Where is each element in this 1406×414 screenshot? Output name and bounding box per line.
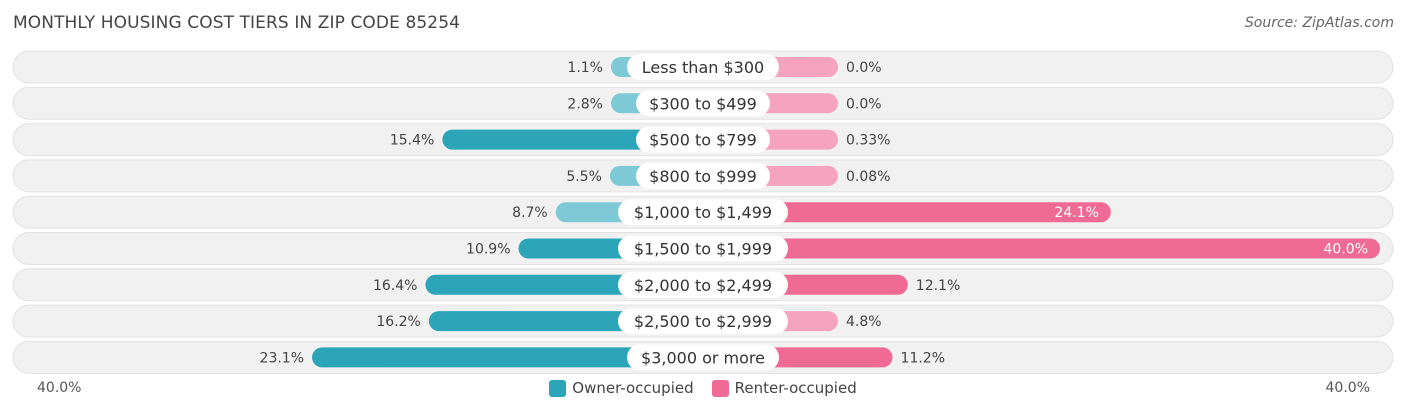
renter-bar (703, 238, 1380, 259)
category-label: $500 to $799 (649, 131, 757, 150)
category-label: $2,500 to $2,999 (634, 312, 772, 331)
renter-value-label: 4.8% (846, 314, 882, 330)
renter-value-label: 0.0% (846, 60, 882, 76)
owner-value-label: 2.8% (567, 96, 603, 112)
category-label: $800 to $999 (649, 167, 757, 186)
owner-value-label: 10.9% (466, 242, 510, 258)
legend-label-owner: Owner-occupied (572, 379, 694, 397)
category-label: $3,000 or more (641, 348, 765, 367)
renter-value-label: 0.33% (846, 133, 890, 149)
chart-source: Source: ZipAtlas.com (1244, 15, 1394, 31)
legend: Owner-occupied Renter-occupied (0, 379, 1406, 397)
category-label: $300 to $499 (649, 94, 757, 113)
owner-value-label: 8.7% (512, 205, 548, 221)
category-label: Less than $300 (642, 58, 764, 77)
legend-swatch-renter (711, 379, 729, 397)
renter-value-label: 24.1% (1054, 205, 1098, 221)
x-axis-right-label: 40.0% (1325, 380, 1370, 396)
category-pill (618, 271, 788, 298)
category-label: $1,500 to $1,999 (634, 240, 772, 259)
legend-item-owner: Owner-occupied (549, 379, 694, 397)
category-pill (636, 162, 770, 189)
renter-value-label: 11.2% (901, 350, 945, 366)
category-pill (636, 90, 770, 117)
owner-value-label: 16.4% (373, 278, 417, 294)
category-pill (618, 199, 788, 226)
owner-value-label: 15.4% (390, 133, 434, 149)
owner-value-label: 5.5% (566, 169, 602, 185)
category-label: $2,000 to $2,499 (634, 276, 772, 295)
renter-value-label: 0.0% (846, 96, 882, 112)
renter-bar (703, 202, 1111, 223)
renter-value-label: 0.08% (846, 169, 890, 185)
renter-value-label: 40.0% (1324, 242, 1368, 258)
legend-swatch-owner (549, 379, 567, 397)
category-pill (627, 344, 779, 371)
chart-title: MONTHLY HOUSING COST TIERS IN ZIP CODE 8… (13, 13, 461, 33)
x-axis-left-label: 40.0% (37, 380, 82, 396)
owner-value-label: 16.2% (376, 314, 420, 330)
category-label: $1,000 to $1,499 (634, 203, 772, 222)
legend-label-renter: Renter-occupied (734, 379, 857, 397)
category-pill (627, 54, 779, 80)
legend-item-renter: Renter-occupied (711, 379, 857, 397)
owner-bar (312, 347, 703, 368)
renter-value-label: 12.1% (916, 278, 960, 294)
owner-value-label: 1.1% (567, 60, 603, 76)
owner-value-label: 23.1% (260, 350, 304, 366)
category-pill (618, 308, 788, 335)
category-pill (636, 126, 770, 153)
category-pill (618, 235, 788, 262)
